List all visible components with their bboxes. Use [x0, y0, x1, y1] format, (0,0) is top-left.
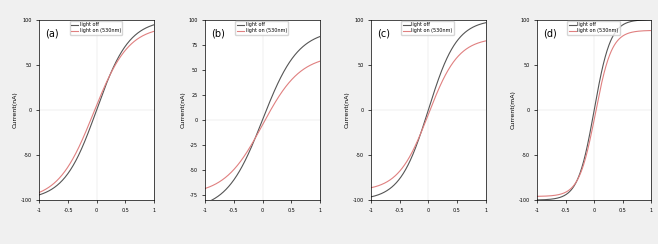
Y-axis label: Current(mA): Current(mA) [511, 90, 515, 129]
light on (530nm) [368, 186, 376, 189]
light off [368, 195, 376, 198]
light off [103, 80, 111, 83]
Text: (d): (d) [543, 29, 557, 39]
light off [269, 92, 277, 95]
light on (530nm) [270, 104, 278, 107]
Line: light on (530nm): light on (530nm) [537, 30, 651, 196]
Line: light on (530nm): light on (530nm) [371, 41, 486, 188]
Y-axis label: Current(nA): Current(nA) [345, 92, 349, 128]
light on (530nm) [36, 191, 43, 194]
light off [464, 29, 472, 32]
light off [202, 202, 210, 204]
light on (530nm) [367, 186, 375, 189]
light on (530nm) [471, 43, 479, 46]
Text: (c): (c) [377, 29, 390, 39]
light on (530nm) [647, 29, 655, 32]
Legend: light off, light on (530nm): light off, light on (530nm) [236, 21, 288, 35]
Legend: light off, light on (530nm): light off, light on (530nm) [70, 21, 122, 35]
light off [534, 198, 542, 201]
Y-axis label: Current(nA): Current(nA) [13, 92, 18, 128]
light off [36, 193, 43, 196]
Line: light on (530nm): light on (530nm) [205, 61, 320, 188]
light off [647, 18, 655, 21]
Line: light off: light off [371, 23, 486, 197]
light on (530nm) [637, 30, 645, 32]
Line: light off: light off [205, 37, 320, 203]
light on (530nm) [271, 101, 279, 103]
light on (530nm) [438, 82, 445, 85]
Text: (a): (a) [45, 29, 59, 39]
light on (530nm) [139, 34, 147, 37]
light on (530nm) [103, 78, 111, 81]
light off [201, 202, 209, 204]
light on (530nm) [534, 195, 542, 198]
light off [471, 25, 479, 28]
light off [150, 23, 158, 26]
light off [482, 21, 490, 24]
light off [603, 49, 611, 52]
Line: light off: light off [537, 20, 651, 200]
Legend: light off, light on (530nm): light off, light on (530nm) [567, 21, 620, 35]
light on (530nm) [482, 40, 490, 42]
light on (530nm) [533, 195, 541, 198]
light off [103, 79, 111, 82]
light on (530nm) [305, 64, 313, 67]
light on (530nm) [269, 104, 277, 107]
light off [533, 198, 541, 201]
light on (530nm) [436, 86, 443, 89]
light off [305, 41, 313, 43]
light on (530nm) [630, 30, 638, 33]
light off [298, 46, 306, 49]
light on (530nm) [298, 69, 306, 72]
light off [316, 35, 324, 38]
light on (530nm) [132, 39, 140, 41]
light on (530nm) [150, 30, 158, 33]
light off [637, 19, 645, 21]
light off [601, 57, 609, 60]
light off [436, 75, 443, 78]
light off [367, 195, 375, 198]
Line: light off: light off [39, 25, 154, 195]
light off [105, 75, 113, 78]
light on (530nm) [103, 79, 111, 82]
light off [139, 28, 147, 31]
light off [438, 70, 445, 73]
light on (530nm) [603, 61, 611, 64]
light on (530nm) [601, 68, 609, 71]
Line: light on (530nm): light on (530nm) [39, 31, 154, 192]
light on (530nm) [202, 187, 210, 190]
Text: (b): (b) [211, 29, 225, 39]
light off [36, 193, 44, 196]
light on (530nm) [601, 69, 609, 72]
light on (530nm) [316, 60, 324, 63]
Y-axis label: Current(nA): Current(nA) [180, 92, 186, 128]
light off [601, 56, 609, 59]
light off [132, 33, 140, 36]
light on (530nm) [201, 187, 209, 190]
light on (530nm) [435, 87, 443, 90]
light off [435, 77, 443, 80]
Legend: light off, light on (530nm): light off, light on (530nm) [401, 21, 454, 35]
light on (530nm) [36, 191, 44, 194]
light off [271, 87, 279, 90]
light off [270, 92, 278, 95]
light on (530nm) [464, 47, 472, 50]
light off [630, 20, 638, 22]
light on (530nm) [105, 74, 113, 77]
